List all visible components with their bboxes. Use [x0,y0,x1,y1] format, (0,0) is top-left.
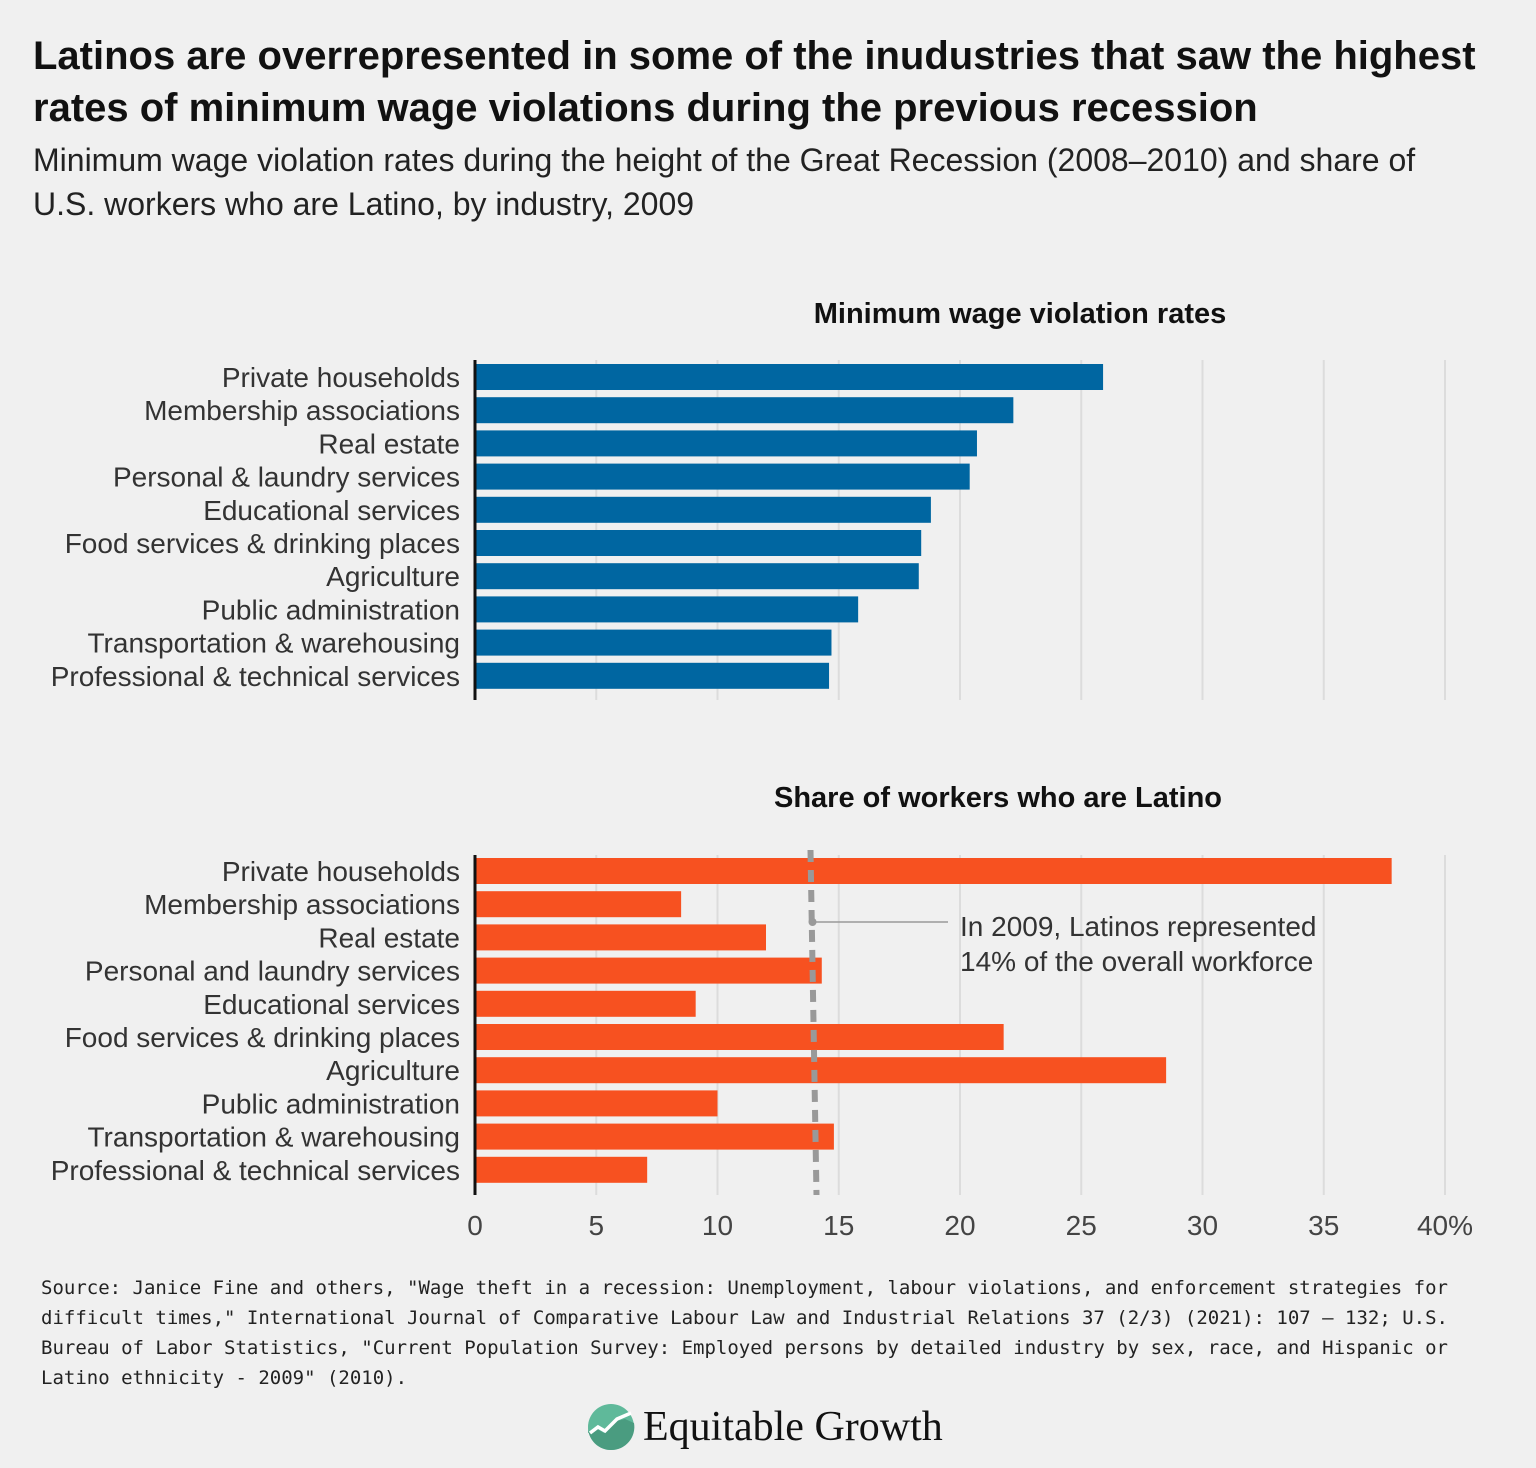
logo-text: Equitable Growth [643,1404,943,1450]
chart-title: Latinos are overrepresented in some of t… [33,34,1476,130]
bar [475,496,931,523]
bar [475,1123,834,1150]
bar [475,1156,648,1183]
bar [475,596,859,623]
category-label: Real estate [318,428,460,459]
bar [475,957,822,984]
category-label: Professional & technical services [51,1155,460,1186]
bar [475,629,832,656]
category-label: Private households [222,362,460,393]
category-label: Private households [222,856,460,887]
panel-title: Minimum wage violation rates [814,298,1227,330]
bar [475,397,1014,424]
category-label: Educational services [203,495,460,526]
bar [475,530,922,556]
category-label: Professional & technical services [51,661,460,692]
category-label: Food services & drinking places [65,528,460,559]
category-label: Personal & laundry services [113,462,460,493]
category-label: Food services & drinking places [65,1022,460,1053]
annotation-line-1: In 2009, Latinos represented [960,911,1316,942]
chart-header: Latinos are overrepresented in some of t… [33,30,1523,226]
source-note: Source: Janice Fine and others, "Wage th… [41,1277,1448,1389]
bar [475,1057,1167,1084]
logo: Equitable Growth [587,1403,943,1451]
bar [475,990,696,1017]
rising-line-circle-icon [588,1404,635,1451]
x-tick-label: 20 [944,1210,975,1241]
x-tick-label: 30 [1187,1210,1218,1241]
category-label: Personal and laundry services [85,956,460,987]
category-label: Agriculture [326,1055,460,1086]
bar [475,430,977,457]
bar [475,891,682,918]
panel-title: Share of workers who are Latino [774,782,1222,814]
x-tick-label: 25 [1066,1210,1097,1241]
x-tick-label: 10 [702,1210,733,1241]
category-label: Membership associations [144,395,460,426]
category-label: Public administration [202,594,460,625]
x-tick-label: 5 [588,1210,604,1241]
bar [475,463,970,490]
x-tick-label: 40% [1417,1210,1473,1241]
chart-subtitle: Minimum wage violation rates during the … [33,142,1416,222]
category-label: Membership associations [144,889,460,920]
reference-line [807,849,820,1196]
bar [475,563,919,590]
x-tick-label: 15 [823,1210,854,1241]
bar [475,364,1104,390]
bar [475,1090,718,1117]
annotation-line-2: 14% of the overall workforce [960,946,1313,977]
bar [475,662,830,689]
category-label: Agriculture [326,561,460,592]
bar [475,924,766,951]
category-label: Real estate [318,922,460,953]
category-label: Transportation & warehousing [87,628,460,659]
annotation-dot [808,918,817,926]
x-tick-label: 35 [1308,1210,1339,1241]
bar [475,1024,1004,1050]
category-label: Transportation & warehousing [87,1122,460,1153]
category-label: Educational services [203,989,460,1020]
bar [475,858,1392,884]
x-tick-label: 0 [467,1210,483,1241]
category-label: Public administration [202,1088,460,1119]
